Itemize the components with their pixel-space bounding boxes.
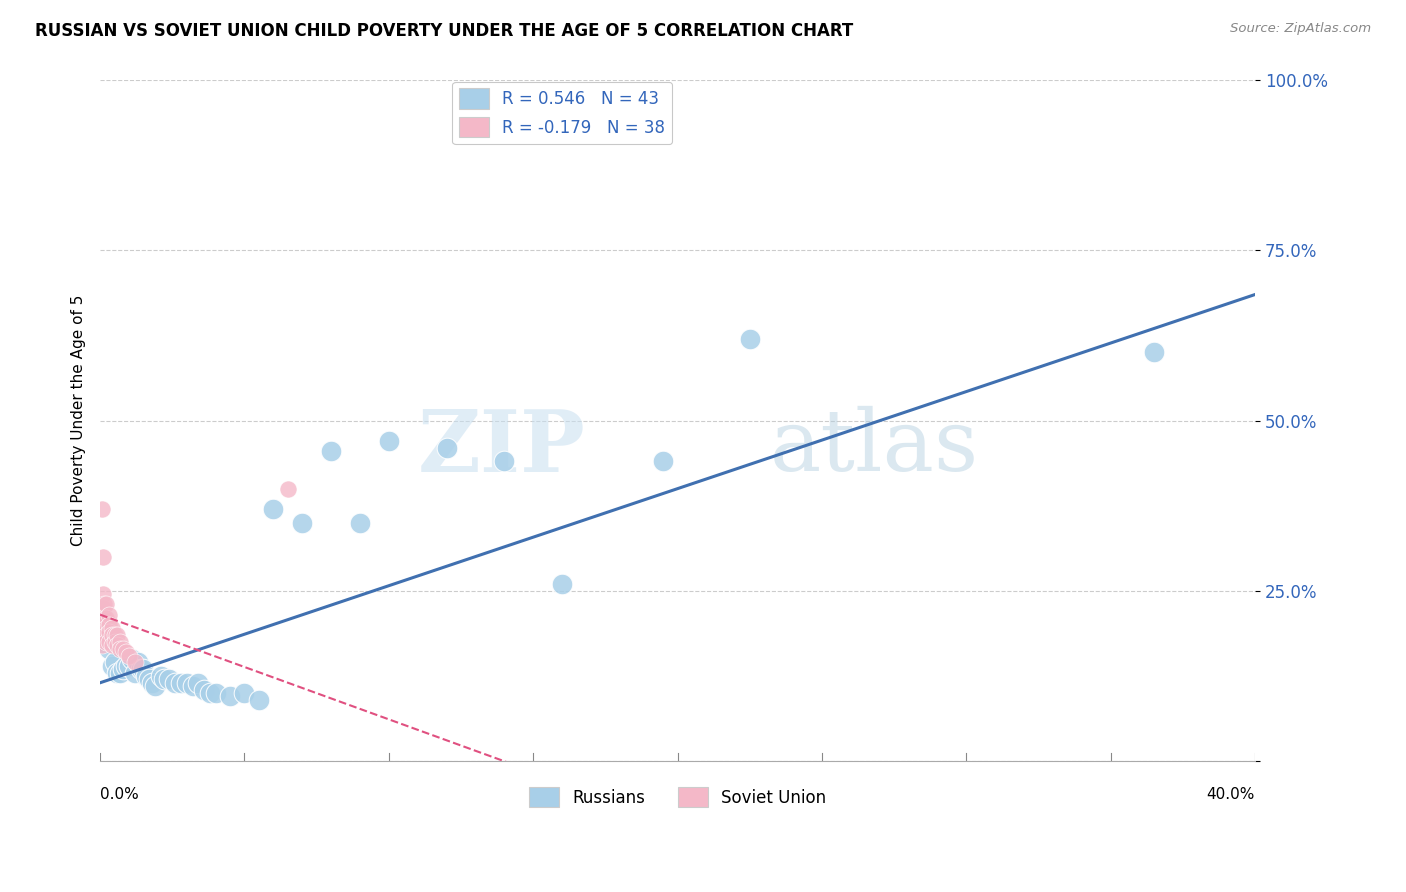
Point — [176, 675, 198, 690]
Point — [132, 662, 155, 676]
Point — [93, 611, 115, 625]
Point — [115, 658, 138, 673]
Point — [219, 690, 242, 704]
Point — [110, 635, 132, 649]
Point — [112, 662, 135, 676]
Point — [152, 673, 174, 687]
Point — [90, 624, 112, 639]
Point — [94, 611, 117, 625]
Point — [93, 624, 115, 639]
Point — [91, 600, 114, 615]
Point — [551, 577, 574, 591]
Point — [97, 624, 120, 639]
Point — [187, 675, 209, 690]
Point — [90, 604, 112, 618]
Text: ZIP: ZIP — [418, 406, 585, 490]
Point — [91, 618, 114, 632]
Point — [170, 675, 193, 690]
Point — [94, 635, 117, 649]
Text: 0.0%: 0.0% — [100, 787, 139, 802]
Point — [262, 502, 284, 516]
Text: atlas: atlas — [770, 406, 979, 490]
Point — [91, 549, 114, 564]
Point — [110, 665, 132, 680]
Point — [97, 607, 120, 622]
Point — [193, 682, 215, 697]
Point — [121, 652, 143, 666]
Point — [90, 502, 112, 516]
Point — [129, 662, 152, 676]
Point — [97, 618, 120, 632]
Point — [127, 656, 149, 670]
Point — [138, 673, 160, 687]
Text: RUSSIAN VS SOVIET UNION CHILD POVERTY UNDER THE AGE OF 5 CORRELATION CHART: RUSSIAN VS SOVIET UNION CHILD POVERTY UN… — [35, 22, 853, 40]
Point — [157, 673, 180, 687]
Text: Source: ZipAtlas.com: Source: ZipAtlas.com — [1230, 22, 1371, 36]
Point — [91, 587, 114, 601]
Point — [91, 624, 114, 639]
Point — [100, 658, 122, 673]
Point — [378, 434, 401, 448]
Point — [94, 598, 117, 612]
Point — [135, 669, 157, 683]
Point — [291, 516, 314, 530]
Point — [141, 675, 163, 690]
Point — [91, 611, 114, 625]
Point — [494, 454, 516, 468]
Point — [100, 621, 122, 635]
Point — [100, 628, 122, 642]
Point — [247, 693, 270, 707]
Point — [103, 628, 125, 642]
Point — [143, 679, 166, 693]
Point — [94, 635, 117, 649]
Point — [97, 635, 120, 649]
Point — [1143, 345, 1166, 359]
Point — [115, 645, 138, 659]
Point — [91, 632, 114, 646]
Text: 40.0%: 40.0% — [1206, 787, 1256, 802]
Point — [103, 656, 125, 670]
Point — [94, 621, 117, 635]
Point — [107, 665, 129, 680]
Point — [124, 665, 146, 680]
Point — [165, 675, 187, 690]
Point — [277, 482, 299, 496]
Point — [436, 441, 458, 455]
Point — [100, 638, 122, 652]
Point — [107, 628, 129, 642]
Point — [181, 679, 204, 693]
Point — [198, 686, 221, 700]
Point — [124, 656, 146, 670]
Point — [110, 641, 132, 656]
Point — [93, 618, 115, 632]
Point — [319, 444, 342, 458]
Y-axis label: Child Poverty Under the Age of 5: Child Poverty Under the Age of 5 — [72, 295, 86, 546]
Point — [118, 658, 141, 673]
Point — [94, 628, 117, 642]
Point — [204, 686, 226, 700]
Point — [652, 454, 675, 468]
Point — [349, 516, 371, 530]
Point — [97, 641, 120, 656]
Point — [93, 598, 115, 612]
Point — [90, 638, 112, 652]
Legend: Russians, Soviet Union: Russians, Soviet Union — [522, 780, 834, 814]
Point — [107, 638, 129, 652]
Point — [738, 332, 761, 346]
Point — [112, 641, 135, 656]
Point — [233, 686, 256, 700]
Point — [90, 618, 112, 632]
Point — [103, 635, 125, 649]
Point — [149, 669, 172, 683]
Point — [118, 648, 141, 663]
Point — [90, 632, 112, 646]
